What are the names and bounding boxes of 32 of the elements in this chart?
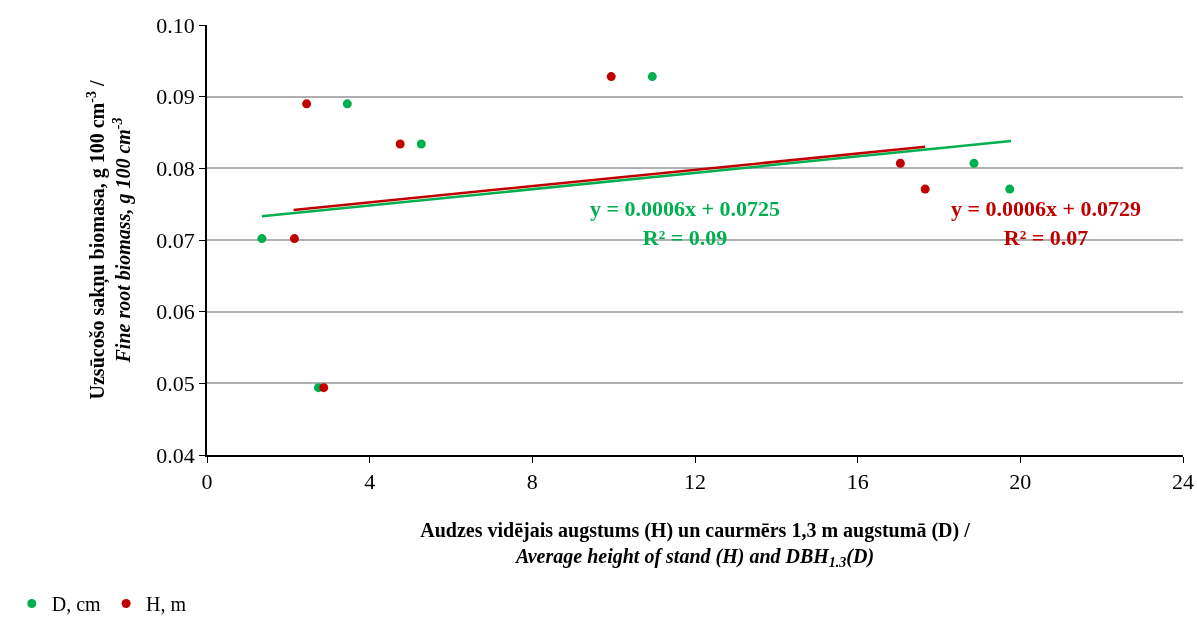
point (606, 72, 616, 82)
y-tick-label: 0.05 (156, 371, 195, 397)
point (395, 139, 405, 149)
point (342, 99, 352, 109)
point (416, 139, 426, 149)
x-tick-label: 12 (684, 469, 706, 495)
x-tick-label: 24 (1172, 469, 1194, 495)
point (920, 184, 930, 194)
legend-label: H, m (146, 593, 187, 616)
x-tick-label: 16 (846, 469, 869, 495)
point (257, 234, 267, 244)
x-tick-label: 4 (364, 469, 376, 495)
y-tick-label: 0.04 (156, 442, 195, 468)
point (289, 234, 299, 244)
annotation: y = 0.0006x + 0.0729 R² = 0.07 (951, 196, 1142, 250)
y-tick-label: 0.09 (156, 84, 195, 110)
point (302, 99, 312, 109)
point (647, 72, 657, 82)
point (319, 383, 329, 393)
x-tick-label: 8 (526, 469, 538, 495)
y-tick-label: 0.07 (156, 227, 195, 253)
point (1005, 184, 1015, 194)
legend-label: D, cm (51, 593, 102, 616)
x-axis-title: Audzes vidējais augstums (H) un caurmērs 1,3 m augstumā (D) / Average height of stand (H) and DBH$_{1.3}$(D) (420, 519, 971, 571)
y-tick-label: 0.06 (156, 299, 195, 325)
x-tick-label: 20 (1009, 469, 1032, 495)
x-tick-label: 0 (201, 469, 213, 495)
y-tick-label: 0.10 (156, 12, 195, 38)
point (895, 158, 905, 168)
point (969, 158, 979, 168)
y-tick-label: 0.08 (156, 156, 195, 182)
annotation: y = 0.0006x + 0.0725 R² = 0.09 (590, 196, 781, 250)
